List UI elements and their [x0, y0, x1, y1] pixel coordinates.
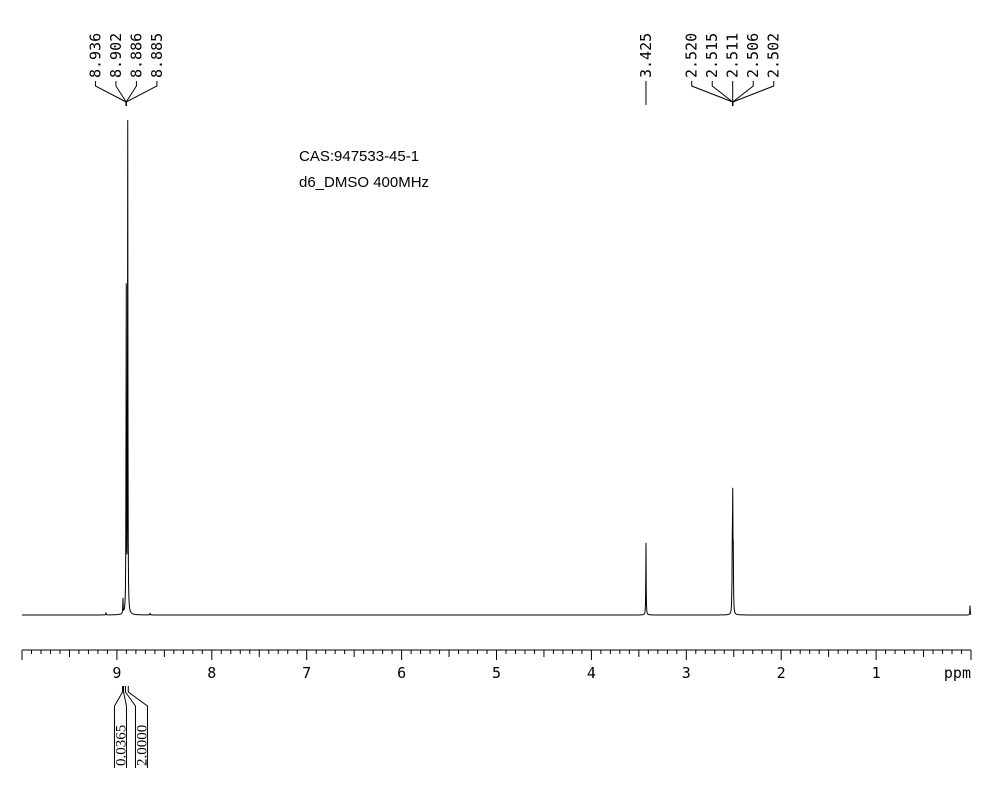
peak-connector — [125, 81, 137, 103]
x-tick-label: 4 — [587, 664, 596, 682]
integral-bracket — [113, 686, 124, 768]
x-tick-label: 6 — [397, 664, 406, 682]
peak-label: 2.520 — [683, 33, 701, 78]
x-tick-label: 8 — [207, 664, 216, 682]
x-tick-label: 3 — [682, 664, 691, 682]
sample-cas-annotation: CAS:947533-45-1 — [299, 148, 419, 165]
x-axis-unit: ppm — [944, 664, 971, 682]
peak-connector — [711, 81, 734, 103]
x-tick-label: 1 — [872, 664, 881, 682]
integral-value: 2.0000 — [135, 725, 151, 766]
peak-label: 8.902 — [107, 33, 125, 78]
peak-connector — [115, 81, 127, 103]
peak-label: 2.502 — [765, 33, 783, 78]
peak-label: 3.425 — [637, 33, 655, 78]
peak-label: 8.936 — [86, 33, 104, 78]
x-tick-label: 5 — [492, 664, 501, 682]
peak-connector — [732, 81, 754, 103]
x-axis: 9 8 7 6 5 4 3 2 1 ppm — [21, 649, 972, 682]
peak-label: 8.885 — [148, 33, 166, 78]
peak-label: 2.506 — [744, 33, 762, 78]
peak-label: 2.511 — [724, 33, 742, 78]
peak-labels-layer: 8.936 8.902 8.886 8.885 3.425 2.520 2.515 2.511… — [86, 33, 783, 106]
peak-connector — [94, 81, 127, 103]
peak-connector — [125, 81, 158, 103]
peak-label: 2.515 — [703, 33, 721, 78]
integral-bracket — [124, 686, 136, 768]
integral-bracket — [123, 686, 127, 768]
peak-connector — [732, 81, 775, 103]
x-tick-label: 9 — [112, 664, 121, 682]
spectrum-trace — [22, 119, 972, 616]
integral-bracket — [127, 686, 148, 768]
peak-label: 8.886 — [127, 33, 145, 78]
integral-value: 0.0365 — [114, 725, 130, 766]
integrals-layer: 0.0365 2.0000 — [114, 686, 151, 768]
solvent-frequency-annotation: d6_DMSO 400MHz — [299, 174, 429, 191]
x-tick-label: 2 — [777, 664, 786, 682]
x-tick-label: 7 — [302, 664, 311, 682]
peak-connector — [691, 81, 733, 103]
